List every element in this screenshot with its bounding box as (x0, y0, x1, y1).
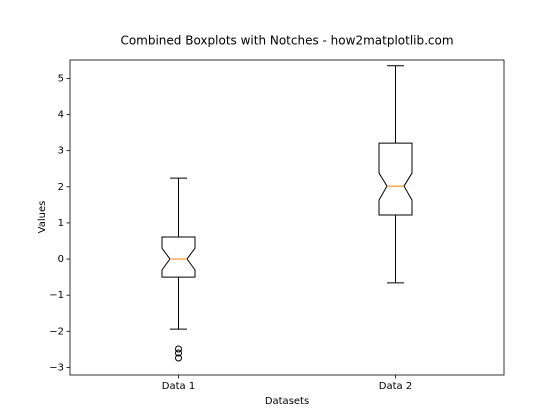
outlier (175, 345, 182, 353)
x-axis-label: Datasets (265, 396, 309, 407)
y-tick-label: −3 (49, 362, 64, 373)
plot-frame (69, 59, 505, 376)
outlier (175, 354, 182, 362)
y-tick-label: 1 (58, 218, 64, 229)
y-tick-label: 5 (58, 73, 64, 84)
y-tick-label: −2 (49, 326, 64, 337)
y-tick-label: 4 (58, 110, 64, 121)
y-tick-label: −1 (49, 290, 64, 301)
box (161, 236, 196, 278)
y-tick-label: 2 (58, 182, 64, 193)
box (378, 142, 413, 216)
x-tick-label: Data 1 (162, 381, 195, 392)
chart-title: Combined Boxplots with Notches - how2mat… (120, 34, 453, 48)
x-tick-label: Data 2 (379, 381, 412, 392)
outlier (175, 349, 182, 357)
y-axis-label: Values (37, 201, 48, 234)
y-tick-label: 3 (58, 146, 64, 157)
y-tick-label: 0 (58, 254, 64, 265)
